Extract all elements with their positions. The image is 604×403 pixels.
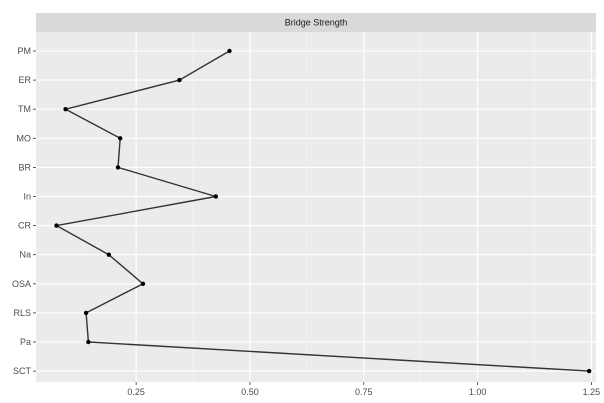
major-gridlines [36,32,596,382]
y-tick-label-sct: SCT [13,366,32,376]
data-point-er [177,77,182,83]
data-point-pm [227,48,232,54]
x-tick-label: 1.25 [583,387,601,397]
y-axis: PM ER TM MO BR In CR Na OSA RLS Pa SCT [12,46,36,376]
y-tick-label-tm: TM [18,104,31,114]
facet-strip [36,13,596,32]
facet-strip-label: Bridge Strength [285,18,348,28]
data-point-na [106,252,112,257]
y-tick-label-in: In [23,192,31,202]
data-point-in [213,194,219,199]
y-tick-label-osa: OSA [12,279,31,289]
x-tick-label: 0.50 [241,387,259,397]
x-tick-label: 0.25 [127,387,145,397]
data-point-osa [140,281,146,286]
x-tick-label: 0.75 [355,387,373,397]
series-line [54,50,590,372]
data-point-cr [54,223,59,228]
y-tick-label-na: Na [19,250,31,260]
data-point-br [115,165,121,170]
minor-gridlines [192,32,535,382]
plot-panel [36,32,596,382]
y-tick-label-pa: Pa [20,337,31,347]
data-point-sct [586,368,592,374]
data-point-rls [83,310,89,316]
x-axis: 0.25 0.50 0.75 1.00 1.25 [127,382,600,397]
y-tick-label-pm: PM [18,46,32,56]
data-points [54,48,592,374]
y-tick-label-cr: CR [18,221,31,231]
data-point-mo [118,136,123,141]
y-tick-label-rls: RLS [13,308,31,318]
data-point-tm [63,107,68,112]
x-tick-label: 1.00 [469,387,487,397]
data-point-pa [86,339,91,345]
y-tick-label-br: BR [18,162,31,172]
y-tick-label-mo: MO [17,133,32,143]
y-tick-label-er: ER [18,75,31,85]
